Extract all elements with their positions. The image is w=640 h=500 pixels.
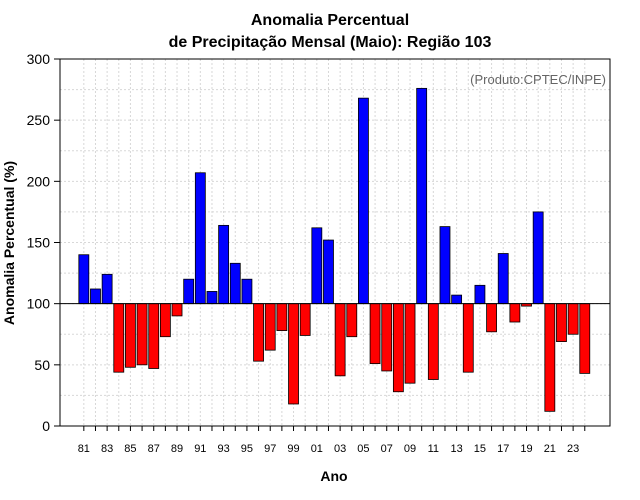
bar-21 (544, 303, 556, 412)
bar-02 (323, 239, 334, 305)
bar-00 (299, 303, 311, 336)
x-tick-label: 21 (544, 443, 556, 455)
bar-92 (206, 291, 218, 305)
y-tick-label: 200 (27, 173, 51, 189)
y-tick-label: 300 (27, 51, 51, 67)
y-axis: 0 50 100 150 200 250 300 (27, 51, 60, 434)
x-tick-label: 15 (474, 443, 486, 455)
x-tick-label: 81 (78, 443, 90, 455)
x-tick-label: 87 (148, 443, 160, 455)
x-tick-label: 03 (334, 443, 346, 455)
x-tick-label: 85 (124, 443, 136, 455)
bar-20 (532, 211, 544, 305)
bar-97 (264, 303, 276, 351)
bar-10 (416, 87, 428, 305)
x-tick-label: 19 (520, 443, 532, 455)
bar-05 (358, 97, 369, 305)
x-tick-label: 01 (311, 443, 323, 455)
credit-text: (Produto:CPTEC/INPE) (470, 72, 606, 87)
bar-83 (101, 273, 113, 305)
x-tick-label: 05 (357, 443, 369, 455)
bar-99 (288, 303, 299, 405)
bar-06 (369, 303, 381, 365)
bar-88 (159, 303, 171, 338)
bar-17 (497, 253, 509, 305)
x-tick-label: 11 (428, 443, 439, 455)
bar-95 (241, 278, 253, 305)
bars (78, 87, 591, 412)
bar-11 (427, 303, 439, 380)
x-tick-label: 13 (451, 443, 463, 455)
x-tick-label: 83 (101, 443, 113, 455)
x-axis: 81 83 85 87 89 91 93 95 97 99 01 03 05 07 09 11 13 15 17 19… (78, 426, 586, 455)
bar-23 (567, 303, 579, 335)
bar-89 (171, 303, 183, 317)
bar-87 (148, 303, 160, 369)
x-tick-label: 17 (497, 443, 509, 455)
x-tick-label: 93 (218, 443, 230, 455)
bar-15 (474, 284, 486, 305)
bar-08 (392, 303, 404, 393)
bar-98 (276, 303, 288, 331)
chart-title-line1: Anomalia Percentual (251, 12, 409, 29)
bar-07 (381, 303, 393, 372)
x-tick-label: 89 (171, 443, 183, 455)
bar-12 (439, 226, 451, 305)
x-tick-label: 95 (241, 443, 253, 455)
bar-81 (78, 254, 90, 305)
y-tick-label: 0 (42, 418, 50, 434)
bar-93 (218, 224, 230, 305)
bar-01 (311, 227, 323, 305)
y-tick-label: 50 (34, 357, 50, 373)
bar-09 (404, 303, 416, 384)
bar-24 (579, 303, 591, 374)
bar-22 (556, 303, 567, 342)
y-tick-label: 150 (27, 235, 51, 251)
y-tick-label: 250 (27, 112, 51, 128)
bar-91 (194, 172, 206, 305)
x-tick-label: 09 (404, 443, 416, 455)
x-axis-label: Ano (320, 468, 347, 484)
bar-14 (462, 303, 474, 373)
x-tick-label: 99 (287, 443, 299, 455)
bar-85 (125, 303, 136, 368)
x-tick-label: 91 (194, 443, 206, 455)
y-tick-label: 100 (27, 296, 51, 312)
chart-title-line2: de Precipitação Mensal (Maio): Região 10… (169, 34, 492, 51)
x-tick-label: 07 (381, 443, 393, 455)
bar-82 (90, 288, 101, 305)
bar-86 (136, 303, 148, 366)
bar-04 (346, 303, 358, 338)
bar-84 (113, 303, 125, 373)
x-tick-label: 23 (567, 443, 579, 455)
bar-18 (509, 303, 521, 323)
bar-13 (451, 294, 463, 305)
bar-96 (253, 303, 264, 362)
bar-90 (183, 278, 195, 305)
x-tick-label: 97 (264, 443, 276, 455)
bar-16 (486, 303, 497, 333)
bar-94 (229, 262, 241, 305)
y-axis-label: Anomalia Percentual (%) (1, 161, 17, 325)
bar-03 (334, 303, 346, 377)
